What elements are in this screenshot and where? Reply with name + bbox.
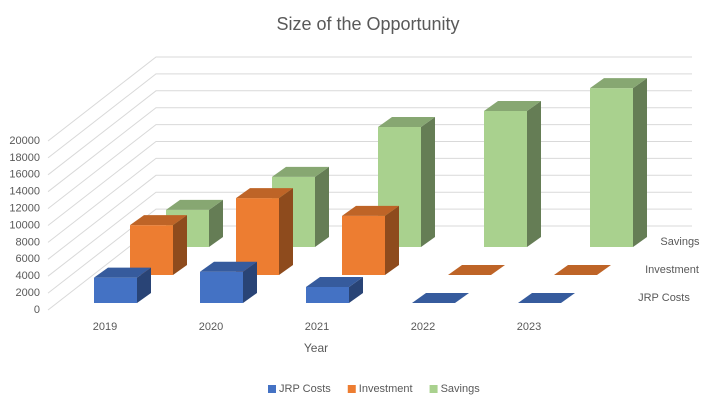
bar-side <box>279 188 293 275</box>
y-tick-label: 4000 <box>16 270 40 282</box>
y-tick-label: 8000 <box>16 236 40 248</box>
y-tick-label: 6000 <box>16 253 40 265</box>
bar-top <box>94 267 151 278</box>
bar <box>590 88 633 247</box>
bar-top <box>518 293 575 303</box>
bar <box>94 277 137 303</box>
x-axis-title: Year <box>304 341 328 355</box>
y-tick-label: 20000 <box>9 135 40 147</box>
bar-top <box>554 265 611 275</box>
chart-title: Size of the Opportunity <box>276 14 459 34</box>
bar-top <box>378 117 435 128</box>
bar-top <box>200 261 257 272</box>
bar-top <box>166 199 223 210</box>
bar-side <box>137 267 151 303</box>
bar-top <box>236 188 293 199</box>
legend-label: JRP Costs <box>279 383 331 395</box>
bar-side <box>209 199 223 247</box>
bar-top <box>272 166 329 177</box>
bar-side <box>421 117 435 247</box>
x-tick-label: 2021 <box>305 321 329 333</box>
legend-swatch <box>268 385 276 393</box>
bar-top <box>590 78 647 89</box>
grid-line <box>47 56 692 142</box>
bar-side <box>243 261 257 303</box>
y-tick-label: 0 <box>34 304 40 316</box>
bar-side <box>173 215 187 275</box>
y-tick-label: 12000 <box>9 203 40 215</box>
legend-label: Savings <box>441 383 481 395</box>
bar-top <box>484 100 541 111</box>
bar <box>200 271 243 303</box>
x-tick-label: 2019 <box>93 321 117 333</box>
x-tick-label: 2022 <box>411 321 435 333</box>
bar-side <box>385 205 399 275</box>
bar-side <box>633 78 647 247</box>
legend-swatch <box>347 385 356 393</box>
bar <box>484 110 527 247</box>
grid-line <box>47 73 692 159</box>
legend: JRP Costs Investment Savings <box>268 383 480 395</box>
bar-top <box>412 293 469 303</box>
y-tick-label: 18000 <box>9 152 40 164</box>
legend-label: Investment <box>359 383 413 395</box>
legend-swatch <box>429 385 438 393</box>
bar <box>342 215 385 275</box>
y-tick-label: 2000 <box>16 287 40 299</box>
bar-side <box>527 100 541 247</box>
y-tick-label: 14000 <box>9 186 40 198</box>
bar-top <box>306 276 363 287</box>
depth-label: Savings <box>660 236 700 248</box>
bar <box>130 225 173 275</box>
bar-top <box>342 205 399 216</box>
bar <box>306 286 349 303</box>
bar-top <box>130 215 187 226</box>
bar-side <box>315 166 329 247</box>
x-tick-label: 2020 <box>199 321 223 333</box>
depth-label: JRP Costs <box>638 292 690 304</box>
y-tick-label: 10000 <box>9 219 40 231</box>
bar-top <box>448 265 505 275</box>
bar-side <box>349 276 363 303</box>
x-tick-label: 2023 <box>517 321 541 333</box>
y-tick-label: 16000 <box>9 169 40 181</box>
grid-line <box>47 90 692 176</box>
depth-label: Investment <box>645 264 699 276</box>
